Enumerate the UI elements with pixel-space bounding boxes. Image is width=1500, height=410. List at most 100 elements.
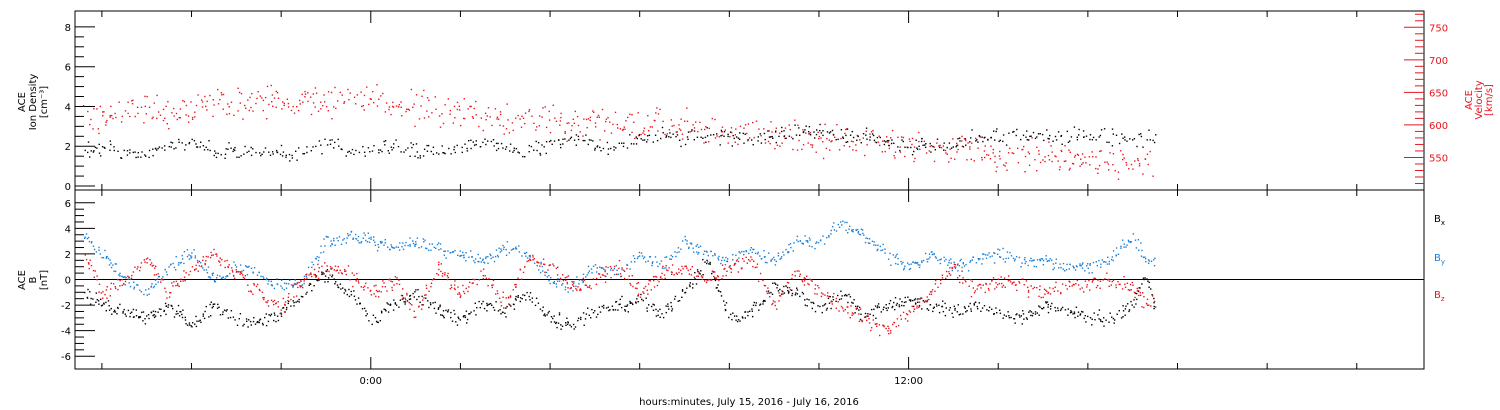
bz-point xyxy=(112,283,115,285)
by-point xyxy=(314,257,317,260)
velocity-point xyxy=(913,146,916,148)
velocity-point xyxy=(1022,148,1024,151)
velocity-point xyxy=(928,150,930,152)
by-point xyxy=(1006,251,1009,253)
velocity-point xyxy=(356,94,358,96)
by-point xyxy=(154,279,157,281)
by-point xyxy=(858,233,861,236)
bz-point xyxy=(213,248,215,251)
by-point xyxy=(556,280,559,282)
velocity-point xyxy=(729,136,731,138)
by-point xyxy=(943,256,945,259)
bx-point xyxy=(1113,322,1115,324)
by-point xyxy=(1059,263,1061,265)
by-point xyxy=(1132,233,1134,235)
bz-point xyxy=(589,285,591,287)
density-point xyxy=(738,138,741,140)
density-point xyxy=(962,146,965,148)
density-point xyxy=(475,143,477,146)
velocity-point xyxy=(299,99,301,102)
bx-point xyxy=(447,309,450,311)
velocity-point xyxy=(990,145,992,147)
bz-point xyxy=(532,259,534,261)
density-point xyxy=(607,153,609,155)
density-point xyxy=(1136,145,1138,148)
density-point xyxy=(661,126,664,129)
bx-point xyxy=(566,323,569,326)
by-point xyxy=(910,263,912,265)
density-point xyxy=(996,128,998,130)
by-point xyxy=(541,265,543,268)
velocity-point xyxy=(89,123,91,126)
velocity-point xyxy=(595,126,597,128)
by-point xyxy=(1049,258,1051,260)
velocity-point xyxy=(262,99,265,102)
by-point xyxy=(884,252,886,254)
by-point xyxy=(325,235,327,238)
velocity-point xyxy=(904,155,906,158)
density-point xyxy=(702,137,704,139)
bx-point xyxy=(437,307,440,309)
density-point xyxy=(562,138,564,140)
density-point xyxy=(1140,135,1143,138)
bx-point xyxy=(432,302,434,304)
density-point xyxy=(191,138,193,141)
bx-point xyxy=(212,305,214,308)
density-point xyxy=(475,140,477,142)
bx-point xyxy=(422,304,424,306)
bz-point xyxy=(776,308,778,310)
density-point xyxy=(279,153,282,156)
by-point xyxy=(1144,256,1146,258)
bx-point xyxy=(677,300,679,302)
bx-point xyxy=(403,301,405,303)
density-point xyxy=(220,154,222,156)
bz-point xyxy=(639,296,642,298)
velocity-point xyxy=(560,116,562,119)
velocity-point xyxy=(850,140,853,142)
bz-point xyxy=(1027,296,1030,298)
by-point xyxy=(957,270,959,272)
bx-point xyxy=(882,308,884,311)
by-point xyxy=(676,251,678,254)
density-point xyxy=(315,145,317,148)
velocity-point xyxy=(143,122,145,124)
by-point xyxy=(168,266,170,268)
bx-point xyxy=(552,317,554,320)
density-point xyxy=(768,136,771,138)
velocity-point xyxy=(690,130,693,132)
by-point xyxy=(487,256,489,258)
velocity-point xyxy=(950,157,952,159)
bz-point xyxy=(340,272,343,274)
bz-point xyxy=(166,297,168,299)
bx-point xyxy=(380,310,383,312)
density-point xyxy=(1039,133,1041,135)
by-point xyxy=(918,266,921,269)
density-point xyxy=(679,139,681,141)
velocity-point xyxy=(535,129,537,131)
density-point xyxy=(432,146,435,148)
bz-point xyxy=(160,281,162,283)
density-point xyxy=(230,147,232,149)
velocity-point xyxy=(1081,163,1083,166)
by-point xyxy=(948,259,951,262)
bz-point xyxy=(757,280,760,283)
density-point xyxy=(646,141,648,143)
velocity-point xyxy=(633,121,635,123)
density-point xyxy=(977,141,979,143)
velocity-point xyxy=(420,105,422,107)
bottom-panel-points xyxy=(83,220,1157,337)
bz-point xyxy=(204,262,206,265)
density-point xyxy=(950,147,953,149)
by-point xyxy=(188,258,191,260)
bx-point xyxy=(191,326,193,328)
by-point xyxy=(140,291,142,293)
bx-point xyxy=(280,313,283,315)
density-point xyxy=(957,138,959,140)
bx-point xyxy=(547,312,549,314)
bx-point xyxy=(874,305,877,307)
bz-point xyxy=(889,330,892,332)
by-point xyxy=(502,244,504,247)
density-point xyxy=(842,137,845,139)
density-point xyxy=(144,154,146,156)
velocity-point xyxy=(92,128,94,130)
